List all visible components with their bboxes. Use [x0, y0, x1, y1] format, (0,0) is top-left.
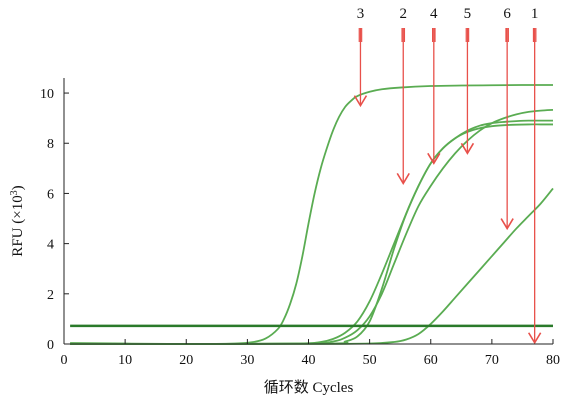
- arrow-label: 1: [531, 6, 539, 22]
- y-tick-label: 8: [47, 137, 54, 152]
- y-tick-label: 0: [47, 338, 54, 353]
- arrow-label: 2: [399, 6, 407, 22]
- arrow-label: 6: [503, 6, 511, 22]
- y-axis-title: RFU (×103): [9, 185, 27, 256]
- arrow-label: 4: [430, 6, 438, 22]
- y-tick-label: 10: [40, 87, 54, 102]
- x-tick-label: 40: [302, 353, 316, 368]
- amplification-curve-2: [70, 123, 553, 345]
- ticks-layer: 0 10 20 30 40 50 60 70 80 0 2 4 6 8 10: [40, 87, 560, 368]
- arrow-head: [427, 152, 441, 165]
- y-axis-title-superscript: 3: [9, 190, 20, 195]
- amplification-curve-5: [70, 119, 553, 345]
- arrow-5: 5: [460, 6, 475, 155]
- arrow-3: 3: [353, 6, 368, 108]
- x-tick-label: 70: [485, 353, 499, 368]
- x-axis-title: 循环数 Cycles: [264, 379, 354, 396]
- arrows-layer: 3 2 4 5 6 1: [353, 6, 542, 345]
- x-tick-label: 50: [363, 353, 377, 368]
- y-tick-label: 4: [47, 238, 54, 253]
- y-axis-title-close: ): [10, 185, 26, 190]
- y-tick-label: 2: [47, 288, 54, 303]
- x-tick-label: 20: [179, 353, 193, 368]
- amplification-curve-4: [70, 108, 554, 345]
- x-tick-label: 60: [424, 353, 438, 368]
- arrow-head: [353, 95, 368, 108]
- arrow-head: [460, 142, 475, 155]
- y-axis-title-main: RFU (×10: [10, 195, 26, 256]
- arrow-2: 2: [396, 6, 410, 185]
- curves-layer: [70, 84, 554, 345]
- axes-layer: [63, 78, 553, 345]
- arrow-6: 6: [500, 6, 514, 231]
- arrow-4: 4: [427, 6, 441, 165]
- x-tick-label: 0: [61, 353, 68, 368]
- x-tick-label: 80: [546, 353, 560, 368]
- x-tick-label: 30: [240, 353, 254, 368]
- amplification-curve-3: [70, 84, 554, 345]
- arrow-1: 1: [527, 6, 542, 345]
- arrow-label: 3: [357, 6, 365, 22]
- arrow-label: 5: [464, 6, 472, 22]
- arrow-head: [500, 218, 514, 231]
- arrow-head: [396, 172, 410, 185]
- arrow-head: [527, 332, 542, 345]
- y-tick-label: 6: [47, 187, 54, 202]
- x-tick-label: 10: [118, 353, 132, 368]
